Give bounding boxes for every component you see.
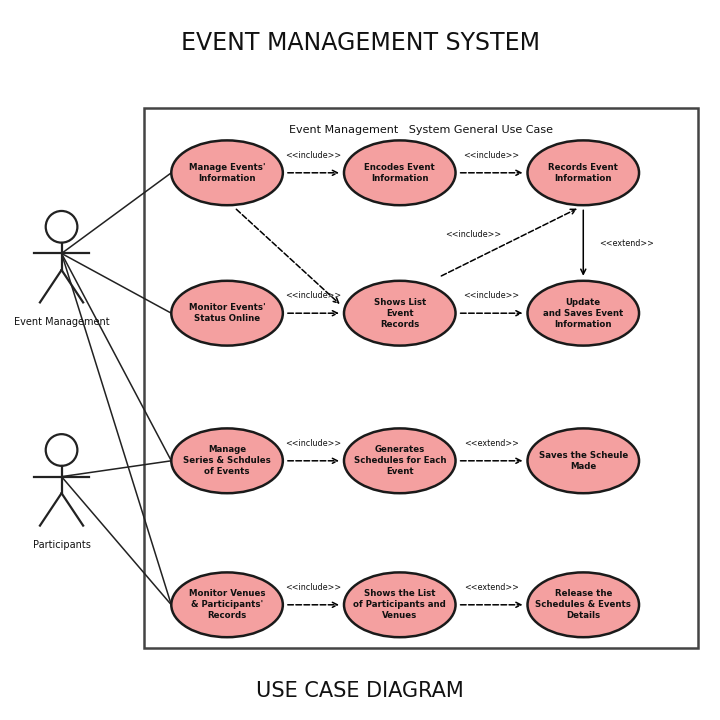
Ellipse shape: [528, 140, 639, 205]
Text: <<include>>: <<include>>: [285, 292, 341, 300]
FancyBboxPatch shape: [144, 108, 698, 648]
Text: USE CASE DIAGRAM: USE CASE DIAGRAM: [256, 681, 464, 701]
Text: <<include>>: <<include>>: [445, 230, 501, 239]
Text: <<extend>>: <<extend>>: [464, 583, 519, 592]
Text: <<extend>>: <<extend>>: [599, 238, 654, 248]
Ellipse shape: [171, 428, 283, 493]
Text: Event Management   System General Use Case: Event Management System General Use Case: [289, 125, 554, 135]
Text: Monitor Events'
Status Online: Monitor Events' Status Online: [189, 303, 266, 323]
Text: <<extend>>: <<extend>>: [464, 439, 519, 448]
Text: Shows the List
of Participants and
Venues: Shows the List of Participants and Venue…: [354, 589, 446, 621]
Ellipse shape: [344, 428, 456, 493]
Text: Shows List
Event
Records: Shows List Event Records: [374, 297, 426, 329]
Text: Encodes Event
Information: Encodes Event Information: [364, 163, 435, 183]
Text: <<include>>: <<include>>: [285, 439, 341, 448]
Text: <<include>>: <<include>>: [464, 292, 520, 300]
Ellipse shape: [344, 572, 456, 637]
Text: Participants: Participants: [32, 540, 91, 550]
Text: Event Management: Event Management: [14, 317, 109, 327]
Ellipse shape: [344, 140, 456, 205]
Ellipse shape: [171, 140, 283, 205]
Text: EVENT MANAGEMENT SYSTEM: EVENT MANAGEMENT SYSTEM: [181, 31, 540, 55]
Text: Saves the Scheule
Made: Saves the Scheule Made: [539, 451, 628, 471]
Ellipse shape: [528, 428, 639, 493]
Text: Manage
Series & Schdules
of Events: Manage Series & Schdules of Events: [183, 445, 271, 477]
Text: <<include>>: <<include>>: [464, 151, 520, 160]
Text: Generates
Schedules for Each
Event: Generates Schedules for Each Event: [354, 445, 446, 477]
Ellipse shape: [171, 281, 283, 346]
Ellipse shape: [528, 281, 639, 346]
Text: Monitor Venues
& Participants'
Records: Monitor Venues & Participants' Records: [189, 589, 265, 621]
Text: <<include>>: <<include>>: [285, 583, 341, 592]
Text: Records Event
Information: Records Event Information: [549, 163, 618, 183]
Text: Release the
Schedules & Events
Details: Release the Schedules & Events Details: [536, 589, 631, 621]
Ellipse shape: [344, 281, 456, 346]
Ellipse shape: [171, 572, 283, 637]
Ellipse shape: [528, 572, 639, 637]
Text: <<include>>: <<include>>: [285, 151, 341, 160]
Text: Update
and Saves Event
Information: Update and Saves Event Information: [543, 297, 624, 329]
Text: Manage Events'
Information: Manage Events' Information: [189, 163, 266, 183]
